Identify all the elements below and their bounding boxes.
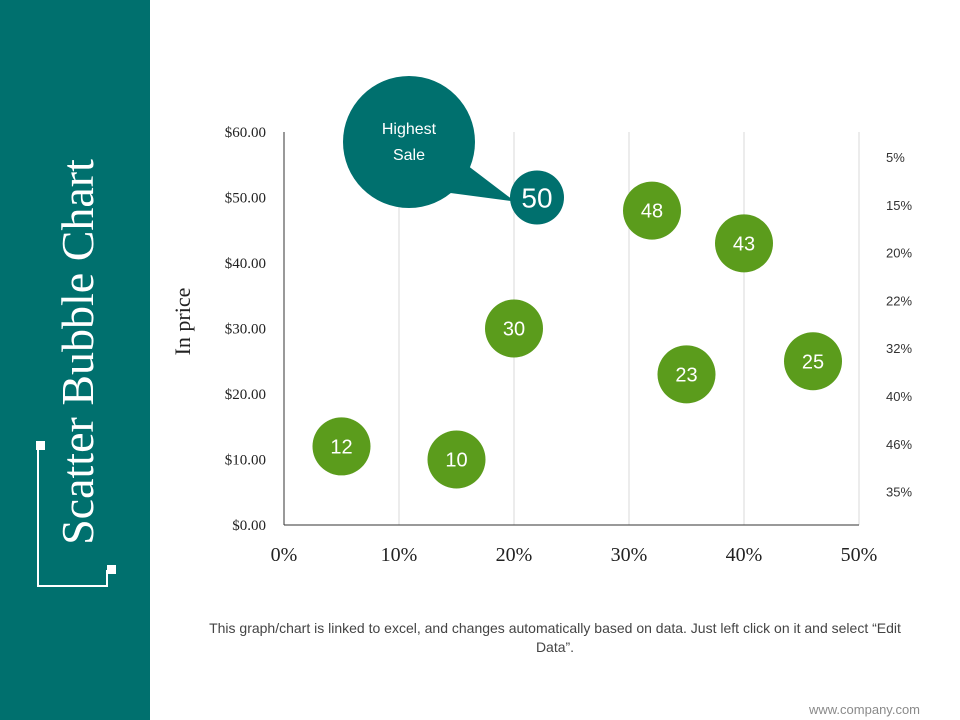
right-label: 20% <box>886 246 912 261</box>
y-tick-label: $60.00 <box>225 125 266 141</box>
x-tick-label: 30% <box>611 544 648 566</box>
bubble-label: 25 <box>802 351 824 373</box>
data-bubble <box>784 332 842 391</box>
bubble-label: 48 <box>641 201 663 223</box>
data-bubble <box>623 181 681 240</box>
footer-url: www.company.com <box>808 702 920 717</box>
y-tick-label: $40.00 <box>225 256 266 272</box>
data-bubble <box>657 345 716 404</box>
x-tick-label: 20% <box>496 544 533 566</box>
data-bubble <box>312 417 371 476</box>
scatter-bubble-chart: $0.00 $10.00 $20.00 $30.00 $40.00 $50.00 $60.0… <box>170 76 912 566</box>
bracket-vertical-line <box>37 448 39 587</box>
y-tick-label: $50.00 <box>225 191 266 207</box>
data-bubble <box>485 299 543 358</box>
y-axis-label: In price <box>170 288 195 356</box>
right-label: 15% <box>886 198 912 213</box>
right-label: 32% <box>886 341 912 356</box>
bubble-label: 30 <box>503 319 525 341</box>
callout-bubble <box>343 76 475 208</box>
bubble-label: 23 <box>675 364 697 386</box>
highlight-bubble <box>510 170 564 225</box>
y-tick-label: $30.00 <box>225 322 266 338</box>
x-tick-label: 50% <box>841 544 878 566</box>
bracket-bottom-dot <box>107 565 116 574</box>
bubble-label: 12 <box>330 436 352 458</box>
bracket-bottom-line <box>37 585 108 587</box>
bubble-label: 50 <box>521 183 552 214</box>
bubble-label: 43 <box>733 233 755 255</box>
chart-caption: This graph/chart is linked to excel, and… <box>209 620 901 655</box>
slide-title: Scatter Bubble Chart <box>52 159 103 545</box>
right-label: 40% <box>886 389 912 404</box>
sidebar-panel: Scatter Bubble Chart <box>0 0 150 720</box>
right-label: 5% <box>886 150 905 165</box>
x-tick-label: 40% <box>726 544 763 566</box>
right-label: 35% <box>886 485 912 500</box>
bracket-right-stub <box>106 570 108 587</box>
y-tick-label: $10.00 <box>225 453 266 469</box>
y-tick-label: $0.00 <box>232 518 266 534</box>
data-bubble <box>427 430 486 489</box>
callout-text: Highest <box>382 121 437 138</box>
x-tick-label: 10% <box>381 544 418 566</box>
right-label: 22% <box>886 293 912 308</box>
bracket-top-dot <box>36 441 45 450</box>
x-tick-label: 0% <box>271 544 298 566</box>
right-label: 46% <box>886 437 912 452</box>
callout-text: Sale <box>393 147 425 164</box>
data-bubble <box>715 214 773 273</box>
bubble-label: 10 <box>445 450 467 472</box>
y-tick-label: $20.00 <box>225 387 266 403</box>
